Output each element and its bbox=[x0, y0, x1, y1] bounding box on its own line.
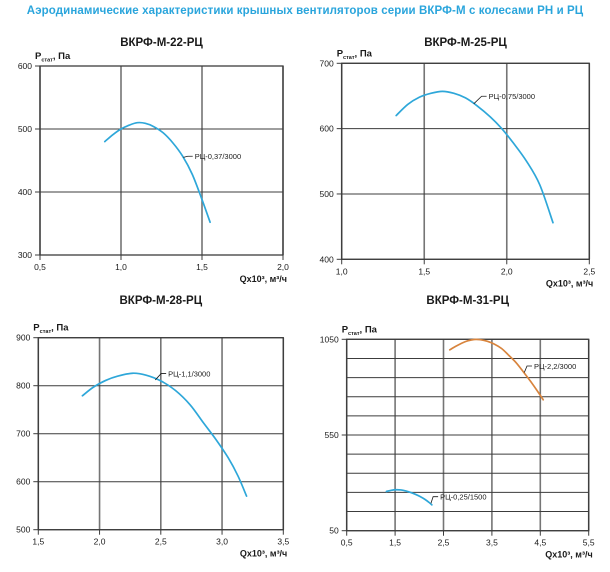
x-tick-label: 2,0 bbox=[94, 537, 106, 547]
y-tick-label: 1050 bbox=[320, 334, 339, 344]
y-tick-label: 50 bbox=[329, 526, 339, 536]
y-tick-label: 400 bbox=[320, 254, 334, 264]
x-tick-label: 3,5 bbox=[486, 538, 498, 548]
series-curve bbox=[385, 488, 433, 506]
x-tick-label: 1,0 bbox=[115, 262, 127, 272]
y-tick-label: 800 bbox=[16, 381, 30, 391]
x-axis-label: Qx10³, м³/ч bbox=[546, 278, 593, 288]
x-tick-label: 3,5 bbox=[277, 537, 289, 547]
plot-border bbox=[346, 338, 590, 532]
series-label: РЦ-0,75/3000 bbox=[489, 92, 535, 101]
chart-title: ВКРФ-М-22-РЦ bbox=[120, 37, 203, 49]
axis-ticks bbox=[336, 62, 590, 265]
y-tick-label: 700 bbox=[320, 58, 334, 68]
x-tick-label: 2,5 bbox=[155, 537, 167, 547]
series-curve bbox=[448, 338, 545, 401]
y-tick-label: 600 bbox=[320, 124, 334, 134]
axis-ticks bbox=[341, 338, 590, 536]
x-tick-label: 2,0 bbox=[277, 262, 289, 272]
grid-horizontal bbox=[341, 62, 590, 260]
y-axis-label: Pстат, Па bbox=[337, 48, 373, 61]
x-tick-label: 2,0 bbox=[501, 266, 513, 276]
plot-border bbox=[341, 62, 590, 260]
x-tick-label: 0,5 bbox=[341, 538, 353, 548]
series-label: РЦ-0,37/3000 bbox=[195, 152, 241, 161]
chart-title: ВКРФ-М-25-РЦ bbox=[424, 37, 507, 49]
series-label-pointer bbox=[473, 95, 487, 105]
y-tick-label: 700 bbox=[16, 429, 30, 439]
series-label-pointer bbox=[183, 155, 193, 158]
series-curve bbox=[81, 372, 248, 497]
y-tick-label: 400 bbox=[18, 187, 32, 197]
series-label: РЦ-2,2/3000 bbox=[534, 362, 576, 371]
series-label-pointer bbox=[430, 496, 439, 504]
x-tick-label: 3,0 bbox=[216, 537, 228, 547]
x-tick-label: 1,5 bbox=[389, 538, 401, 548]
y-axis-label: Pстат, Па bbox=[342, 324, 378, 337]
x-axis-label: Qx10³, м³/ч bbox=[545, 550, 592, 560]
y-tick-label: 550 bbox=[325, 430, 339, 440]
y-tick-label: 900 bbox=[16, 333, 30, 343]
axis-ticks bbox=[35, 65, 284, 260]
x-tick-label: 0,5 bbox=[34, 262, 46, 272]
grid-vertical bbox=[39, 66, 284, 255]
grid-vertical bbox=[340, 63, 591, 260]
y-tick-label: 500 bbox=[16, 525, 30, 535]
series-curve bbox=[395, 90, 554, 224]
series-label-pointer bbox=[154, 373, 167, 381]
series-label-pointer bbox=[523, 365, 533, 373]
y-tick-label: 500 bbox=[18, 124, 32, 134]
x-tick-label: 2,5 bbox=[583, 266, 595, 276]
y-tick-label: 300 bbox=[18, 250, 32, 260]
x-axis-label: Qx10³, м³/ч bbox=[240, 549, 287, 559]
plot-border bbox=[37, 337, 284, 531]
x-tick-label: 4,5 bbox=[534, 538, 546, 548]
chart-title: ВКРФ-М-28-РЦ bbox=[120, 295, 203, 307]
x-tick-label: 5,5 bbox=[583, 538, 595, 548]
x-tick-label: 1,0 bbox=[336, 266, 348, 276]
y-axis-label: Pстат, Па bbox=[35, 51, 71, 64]
axis-ticks bbox=[33, 337, 284, 535]
series-label: РЦ-1,1/3000 bbox=[168, 370, 210, 379]
x-tick-label: 1,5 bbox=[418, 266, 430, 276]
plot-border bbox=[39, 65, 284, 256]
series-label: РЦ-0,25/1500 bbox=[440, 493, 486, 502]
chart-title: ВКРФ-М-31-РЦ bbox=[426, 295, 509, 307]
y-tick-label: 500 bbox=[320, 189, 334, 199]
y-axis-label: Pстат, Па bbox=[33, 323, 69, 336]
x-tick-label: 1,5 bbox=[196, 262, 208, 272]
y-tick-label: 600 bbox=[16, 477, 30, 487]
page-title: Аэродинамические характеристики крышных … bbox=[26, 5, 584, 17]
x-axis-label: Qx10³, м³/ч bbox=[240, 274, 287, 284]
x-tick-label: 2,5 bbox=[438, 538, 450, 548]
y-tick-label: 600 bbox=[18, 61, 32, 71]
x-tick-label: 1,5 bbox=[32, 537, 44, 547]
grid-horizontal bbox=[40, 65, 283, 256]
series-curve bbox=[103, 121, 211, 224]
